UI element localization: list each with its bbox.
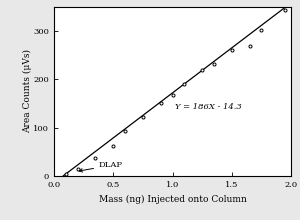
X-axis label: Mass (ng) Injected onto Column: Mass (ng) Injected onto Column — [99, 194, 246, 204]
Text: DLAP: DLAP — [79, 161, 123, 172]
Y-axis label: Area Counts (μVs): Area Counts (μVs) — [23, 49, 32, 133]
Text: Y = 186X - 14.3: Y = 186X - 14.3 — [175, 103, 242, 111]
